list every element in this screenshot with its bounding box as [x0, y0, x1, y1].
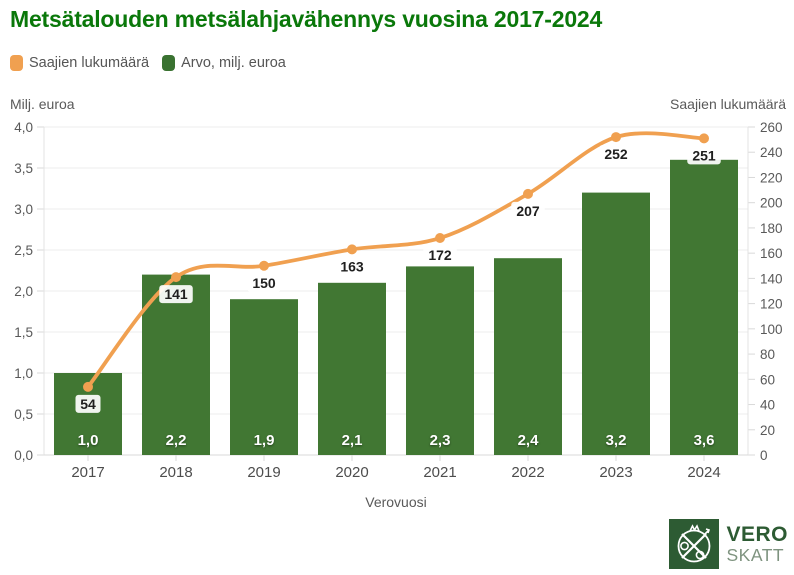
- point-value-label: 207: [516, 203, 540, 219]
- point-label-bg: [247, 273, 281, 292]
- left-axis-tick-label: 0,5: [14, 407, 33, 422]
- x-axis-label-2022: 2022: [511, 464, 544, 481]
- point-label-bg: [75, 394, 101, 413]
- x-axis-label-2017: 2017: [71, 464, 104, 481]
- bar-2024[interactable]: [670, 159, 738, 456]
- legend-label: Arvo, milj. euroa: [181, 55, 286, 71]
- right-axis-tick-label: 220: [760, 170, 783, 185]
- point-value-label: 141: [164, 286, 188, 302]
- point-label-bg: [687, 146, 721, 165]
- bar-value-label: 1,0: [78, 432, 99, 449]
- line-point-2021[interactable]: [435, 233, 445, 244]
- vero-skatt-logo: VERO SKATT: [669, 519, 788, 569]
- chart-legend: Saajien lukumäärä Arvo, milj. euroa: [10, 55, 286, 71]
- right-axis-tick-label: 60: [760, 372, 775, 387]
- bar-2021[interactable]: [406, 266, 474, 455]
- x-axis-label-2019: 2019: [247, 464, 280, 481]
- x-axis-label-2018: 2018: [159, 464, 192, 481]
- logo-text-skatt: SKATT: [726, 544, 785, 565]
- line-point-2020[interactable]: [347, 244, 357, 255]
- right-axis-tick-label: 180: [760, 221, 783, 236]
- bar-2023[interactable]: [582, 192, 650, 455]
- x-axis-label-2021: 2021: [423, 464, 456, 481]
- right-axis-tick-label: 200: [760, 196, 783, 211]
- legend-item-saajien-lukumaara[interactable]: Saajien lukumäärä: [10, 55, 149, 71]
- right-axis-tick-label: 100: [760, 322, 783, 337]
- point-label-bg: [423, 246, 457, 265]
- left-axis-tick-label: 2,0: [14, 284, 33, 299]
- left-axis-tick-label: 2,5: [14, 243, 33, 258]
- bar-2019[interactable]: [230, 299, 298, 455]
- x-axis-label-2024: 2024: [687, 464, 720, 481]
- left-axis-tick-label: 1,0: [14, 366, 33, 381]
- combo-chart: Milj. euroa Saajien lukumäärä 0,00,51,01…: [10, 96, 786, 510]
- logo-wordmark: VERO SKATT: [726, 522, 788, 565]
- x-axis-labels: 2017 2018 2019 2020 2021 2022 2023 2024: [71, 455, 721, 481]
- line-point-2023[interactable]: [611, 132, 621, 143]
- bar-value-label: 2,4: [518, 432, 540, 449]
- vero-logo-emblem-icon: [669, 519, 720, 569]
- bar-series: 1,0 2,2 1,9 2,1 2,3 2,4 3,2 3,6: [54, 159, 738, 456]
- right-axis-caption: Saajien lukumäärä: [670, 96, 786, 112]
- bar-value-label: 2,2: [166, 432, 187, 449]
- bar-value-label: 3,2: [606, 432, 627, 449]
- chart-title: Metsätalouden metsälahjavähennys vuosina…: [10, 6, 603, 32]
- point-value-label: 251: [692, 147, 716, 163]
- line-point-2018[interactable]: [171, 272, 181, 283]
- left-axis-tick-label: 3,5: [14, 161, 33, 176]
- x-axis-label-2020: 2020: [335, 464, 368, 481]
- logo-text-vero: VERO: [726, 522, 788, 546]
- bar-value-label: 3,6: [694, 432, 715, 449]
- x-axis-label-2023: 2023: [599, 464, 632, 481]
- line-point-2024[interactable]: [699, 133, 709, 144]
- point-label-bg: [511, 201, 545, 220]
- point-value-label: 163: [340, 258, 364, 274]
- point-value-label: 54: [80, 396, 96, 412]
- right-axis-tick-label: 20: [760, 423, 775, 438]
- legend-item-arvo-milj-euroa[interactable]: Arvo, milj. euroa: [162, 55, 286, 71]
- right-axis-tick-label: 240: [760, 145, 783, 160]
- point-value-label: 252: [604, 146, 628, 162]
- left-axis-tick-label: 4,0: [14, 120, 33, 135]
- point-value-label: 172: [428, 247, 452, 263]
- point-label-bg: [159, 285, 193, 304]
- legend-label: Saajien lukumäärä: [29, 55, 150, 71]
- line-point-2017[interactable]: [83, 381, 93, 392]
- left-axis-tick-label: 0,0: [14, 448, 33, 463]
- bar-2022[interactable]: [494, 258, 562, 455]
- right-axis-tick-label: 140: [760, 271, 783, 286]
- left-axis-caption: Milj. euroa: [10, 96, 75, 112]
- left-axis-tick-label: 3,0: [14, 202, 33, 217]
- line-point-2022[interactable]: [523, 188, 533, 199]
- point-label-bg: [599, 145, 633, 164]
- right-axis-tick-label: 40: [760, 398, 775, 413]
- point-value-label: 150: [252, 275, 276, 291]
- bar-2018[interactable]: [142, 274, 210, 455]
- x-axis-caption: Verovuosi: [365, 494, 426, 510]
- left-axis-tick-label: 1,5: [14, 325, 33, 340]
- line-series: 54 141 150 163 172 207 252 251: [75, 131, 721, 413]
- bar-value-label: 2,1: [342, 432, 363, 449]
- right-axis-tick-label: 260: [760, 120, 783, 135]
- bar-2020[interactable]: [318, 282, 386, 455]
- legend-swatch-green: [162, 55, 176, 71]
- right-axis-tick-label: 80: [760, 347, 775, 362]
- point-label-bg: [335, 257, 369, 276]
- line-point-2019[interactable]: [259, 260, 269, 271]
- right-axis-tick-label: 0: [760, 448, 768, 463]
- right-axis-tick-label: 160: [760, 246, 783, 261]
- legend-swatch-orange: [10, 55, 23, 71]
- bar-value-label: 1,9: [254, 432, 275, 449]
- right-axis-tick-label: 120: [760, 297, 783, 312]
- bar-value-label: 2,3: [430, 432, 451, 449]
